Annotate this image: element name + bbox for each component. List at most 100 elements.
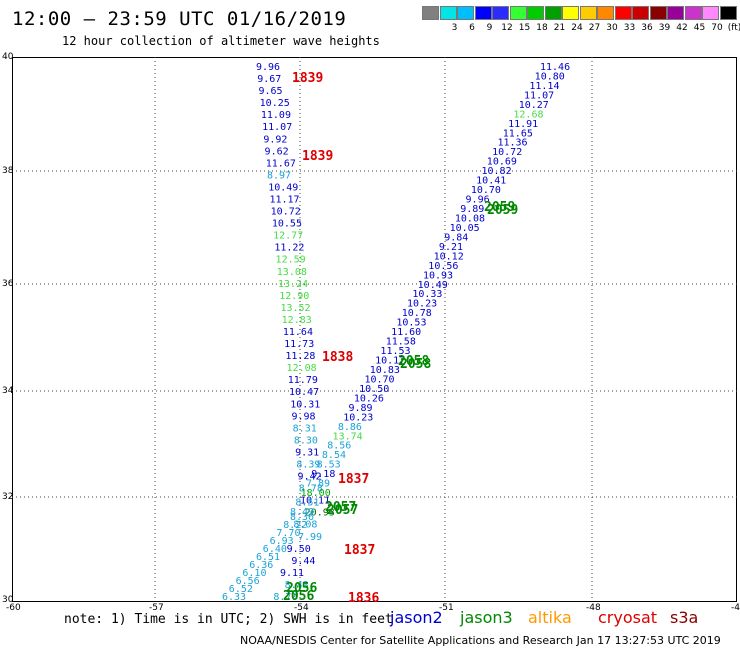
swh-value: 18.00: [301, 488, 331, 499]
swh-value: 9.50: [287, 544, 311, 555]
legend-label: 3: [451, 23, 458, 33]
swh-value: 10.49: [418, 280, 448, 291]
legend-label: 39: [658, 23, 671, 33]
swh-value: 12.68: [513, 109, 543, 120]
lon-tick-label: -60: [6, 603, 21, 613]
swh-value: 11.53: [380, 346, 410, 357]
swh-value: 12.77: [273, 231, 303, 242]
swh-value: 9.89: [349, 403, 373, 414]
legend-swatch: [492, 6, 509, 20]
swh-value: 10.23: [407, 299, 437, 310]
swh-value: 12.59: [276, 255, 306, 266]
swh-value: 9.67: [257, 74, 281, 85]
swh-value: 9.62: [265, 146, 289, 157]
satellite-label-jason2: jason2: [390, 608, 443, 627]
swh-value: 11.28: [285, 351, 315, 362]
pass-time-label: 1837: [338, 472, 369, 487]
swh-value: 8.51: [295, 498, 319, 509]
lat-tick-label: 30: [2, 595, 14, 605]
swh-value: 13.52: [280, 303, 310, 314]
legend-label: 9: [486, 23, 493, 33]
pass-time-label: 1836: [348, 591, 379, 606]
swh-value: 6.51: [256, 552, 280, 563]
swh-value: 11.58: [386, 337, 416, 348]
swh-value: 11.79: [288, 375, 318, 386]
legend-swatch: [719, 6, 737, 20]
legend-label: 30: [606, 23, 618, 33]
swh-value: 11.67: [266, 158, 296, 169]
legend-swatch: [422, 6, 439, 20]
swh-value: 6.40: [263, 544, 287, 555]
pass-time-label: 1837: [344, 543, 375, 558]
legend-swatch: [632, 6, 649, 20]
swh-value: 8.78: [299, 484, 323, 495]
swh-value: 13.08: [277, 267, 307, 278]
swh-value: 10.72: [492, 147, 522, 158]
swh-value: 8.56: [327, 441, 351, 452]
swh-value: 10.78: [402, 308, 432, 319]
swh-value: 10.26: [354, 393, 384, 404]
legend-swatch: [474, 6, 492, 20]
swh-value: 11.07: [262, 122, 292, 133]
pass-time-label: 1839: [292, 71, 323, 86]
swh-value: 11.22: [274, 243, 304, 254]
swh-value: 10.80: [535, 71, 565, 82]
legend-label: 42: [676, 23, 688, 33]
footnote: note: 1) Time is in UTC; 2) SWH is in fe…: [64, 612, 393, 627]
swh-value: 6.56: [236, 576, 260, 587]
swh-value: 11.09: [261, 110, 291, 121]
swh-value: 10.08: [455, 213, 485, 224]
swh-value: 10.41: [476, 176, 506, 187]
swh-value: 9.11: [280, 568, 304, 579]
swh-value: 9.98: [291, 411, 315, 422]
swh-value: 8.30: [294, 435, 318, 446]
legend-label: 12: [501, 23, 513, 33]
swh-value: 8.22: [283, 520, 307, 531]
swh-value: 9.42: [298, 472, 322, 483]
legend-label: 15: [518, 23, 531, 33]
page-title: 12:00 – 23:59 UTC 01/16/2019: [12, 8, 347, 30]
pass-time-label: 2057: [327, 503, 358, 518]
lon-tick-label: -57: [149, 603, 164, 613]
swh-value: 8.97: [267, 170, 291, 181]
satellite-label-jason3: jason3: [460, 608, 513, 627]
swh-value: 10.12: [434, 251, 464, 262]
legend-label: (ft): [727, 23, 740, 33]
swh-value: 10.27: [519, 100, 549, 111]
lat-tick-label: 32: [2, 492, 14, 502]
pass-time-label: 2058: [400, 357, 431, 372]
swh-value: 10.93: [423, 270, 453, 281]
swh-value: 9.18: [311, 469, 335, 480]
lon-tick-label: -51: [439, 603, 454, 613]
swh-value: 8.31: [293, 423, 317, 434]
legend-label: 6: [469, 23, 475, 33]
swh-value: 10.70: [364, 374, 394, 385]
swh-value: 8.49: [290, 507, 314, 518]
swh-value: 8.43: [285, 580, 309, 591]
legend-swatch: [579, 6, 597, 20]
swh-value: 9.84: [444, 232, 468, 243]
swh-value: 6.10: [242, 568, 266, 579]
legend-label: 21: [553, 23, 566, 33]
swh-value: 7.99: [298, 532, 322, 543]
swh-value: 8.70: [273, 592, 297, 603]
swh-value: 9.21: [439, 242, 463, 253]
pass-time-label: 2058: [398, 354, 429, 369]
swh-value: 9.65: [258, 86, 282, 97]
swh-value: 9.31: [295, 447, 319, 458]
swh-value: 6.93: [270, 536, 294, 547]
swh-value: 10.11: [300, 496, 330, 507]
swh-value: 9.96: [256, 62, 280, 73]
swh-value: 10.25: [260, 98, 290, 109]
swh-value: 11.73: [284, 339, 314, 350]
pass-time-label: 1839: [302, 149, 333, 164]
swh-value: 8.36: [290, 512, 314, 523]
legend-swatch: [597, 6, 614, 20]
swh-value: 10.55: [272, 219, 302, 230]
swh-value: 9.92: [263, 134, 287, 145]
swh-value: 11.91: [508, 119, 538, 130]
swh-value: 10.56: [428, 261, 458, 272]
swh-value: 6.36: [249, 560, 273, 571]
swh-value: 8.86: [338, 422, 362, 433]
